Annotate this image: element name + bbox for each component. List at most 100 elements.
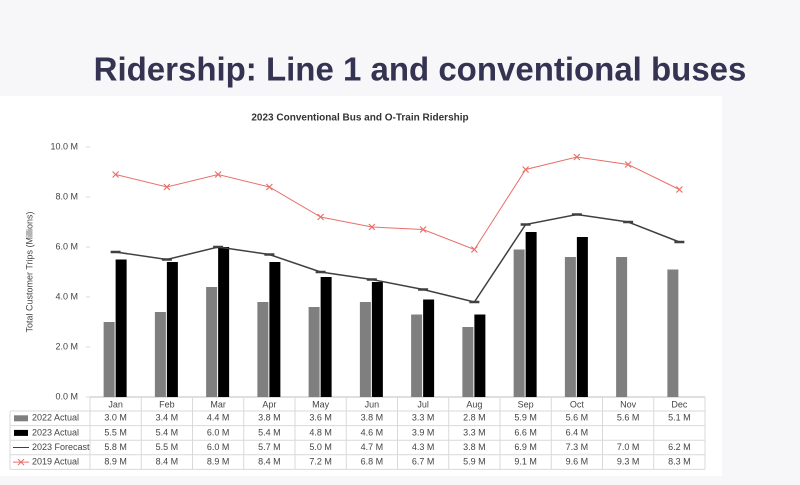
x-tick-label: May bbox=[312, 399, 330, 409]
y-tick-label: 2.0 M bbox=[55, 341, 78, 351]
table-cell: 3.8 M bbox=[463, 442, 486, 452]
y-tick-label: 0.0 M bbox=[55, 391, 78, 401]
table-cell: 3.9 M bbox=[412, 427, 435, 437]
table-cell: 5.7 M bbox=[258, 442, 281, 452]
table-cell: 5.8 M bbox=[104, 442, 127, 452]
table-cell: 8.3 M bbox=[668, 456, 691, 466]
table-cell: 5.4 M bbox=[156, 427, 179, 437]
slide-title: Ridership: Line 1 and conventional buses bbox=[94, 51, 747, 88]
table-cell: 5.0 M bbox=[309, 442, 332, 452]
x-tick-label: Mar bbox=[210, 399, 226, 409]
table-cell: 9.6 M bbox=[566, 456, 589, 466]
table-cell: 4.8 M bbox=[309, 427, 332, 437]
table-cell: 5.9 M bbox=[463, 456, 486, 466]
table-cell: 6.9 M bbox=[514, 442, 537, 452]
x-tick-label: Jul bbox=[417, 399, 429, 409]
table-cell: 3.6 M bbox=[309, 413, 332, 423]
table-cell: 6.6 M bbox=[514, 427, 537, 437]
table-cell: 4.6 M bbox=[361, 427, 384, 437]
marker bbox=[368, 223, 376, 231]
legend-label: 2019 Actual bbox=[32, 456, 79, 466]
table-cell: 6.8 M bbox=[361, 456, 384, 466]
x-tick-label: Sep bbox=[518, 399, 534, 409]
x-tick-label: Aug bbox=[466, 399, 482, 409]
table-cell: 4.7 M bbox=[361, 442, 384, 452]
table-cell: 8.4 M bbox=[258, 456, 281, 466]
table-cell: 7.3 M bbox=[566, 442, 589, 452]
table-cell: 6.0 M bbox=[207, 427, 230, 437]
table-cell: 7.2 M bbox=[309, 456, 332, 466]
legend-label: 2023 Forecast bbox=[32, 442, 90, 452]
table-cell: 5.6 M bbox=[617, 413, 640, 423]
marker bbox=[265, 183, 273, 191]
bar bbox=[154, 312, 166, 397]
bar bbox=[115, 259, 127, 397]
bar bbox=[206, 287, 218, 397]
table-cell: 8.4 M bbox=[156, 456, 179, 466]
y-tick-label: 10.0 M bbox=[50, 141, 78, 151]
y-tick-label: 4.0 M bbox=[55, 291, 78, 301]
table-cell: 5.1 M bbox=[668, 413, 691, 423]
x-tick-label: Jan bbox=[108, 399, 123, 409]
table-cell: 8.9 M bbox=[104, 456, 127, 466]
bar bbox=[462, 327, 474, 397]
x-tick-label: Apr bbox=[262, 399, 276, 409]
y-tick-label: 8.0 M bbox=[55, 191, 78, 201]
marker bbox=[317, 213, 325, 221]
marker bbox=[522, 166, 530, 173]
table-cell: 3.3 M bbox=[463, 427, 486, 437]
bar bbox=[474, 314, 486, 397]
bar bbox=[616, 257, 628, 397]
x-tick-label: Nov bbox=[620, 399, 637, 409]
marker bbox=[419, 226, 427, 233]
bar bbox=[371, 282, 383, 397]
marker bbox=[214, 171, 222, 178]
x-tick-label: Jun bbox=[365, 399, 380, 409]
bar bbox=[576, 237, 588, 397]
bar bbox=[269, 262, 281, 397]
table-cell: 5.5 M bbox=[104, 427, 127, 437]
table-cell: 4.3 M bbox=[412, 442, 435, 452]
table-cell: 3.8 M bbox=[361, 413, 384, 423]
legend-label: 2022 Actual bbox=[32, 413, 79, 423]
bar bbox=[359, 302, 371, 397]
table-cell: 6.2 M bbox=[668, 442, 691, 452]
x-tick-label: Oct bbox=[570, 399, 585, 409]
y-axis-label: Total Customer Trips (Millions) bbox=[24, 211, 34, 332]
marker bbox=[624, 161, 632, 168]
table-cell: 6.0 M bbox=[207, 442, 230, 452]
marker bbox=[112, 171, 120, 178]
table-cell: 6.4 M bbox=[566, 427, 589, 437]
table-cell: 8.9 M bbox=[207, 456, 230, 466]
bar bbox=[667, 269, 679, 397]
table-cell: 9.3 M bbox=[617, 456, 640, 466]
x-tick-label: Dec bbox=[671, 399, 688, 409]
line bbox=[115, 156, 680, 251]
bar bbox=[308, 307, 320, 397]
legend-label: 2023 Actual bbox=[32, 427, 79, 437]
table-cell: 2.8 M bbox=[463, 413, 486, 423]
table-cell: 5.6 M bbox=[566, 413, 589, 423]
bar bbox=[423, 299, 435, 397]
bar bbox=[320, 277, 332, 397]
bar bbox=[411, 314, 423, 397]
marker bbox=[675, 186, 683, 193]
line bbox=[115, 213, 680, 303]
table-cell: 3.4 M bbox=[156, 413, 179, 423]
table-cell: 5.9 M bbox=[514, 413, 537, 423]
table-cell: 3.0 M bbox=[104, 413, 127, 423]
table-cell: 7.0 M bbox=[617, 442, 640, 452]
table-cell: 3.3 M bbox=[412, 413, 435, 423]
legend-swatch bbox=[14, 415, 28, 422]
marker bbox=[470, 246, 478, 253]
x-tick-label: Feb bbox=[159, 399, 175, 409]
y-tick-label: 6.0 M bbox=[55, 241, 78, 251]
bar bbox=[166, 262, 178, 397]
bar bbox=[525, 232, 537, 397]
marker bbox=[163, 183, 171, 191]
legend-swatch bbox=[14, 429, 28, 436]
table-cell: 9.1 M bbox=[514, 456, 537, 466]
bar bbox=[103, 322, 115, 397]
chart-title: 2023 Conventional Bus and O-Train Riders… bbox=[251, 113, 468, 124]
